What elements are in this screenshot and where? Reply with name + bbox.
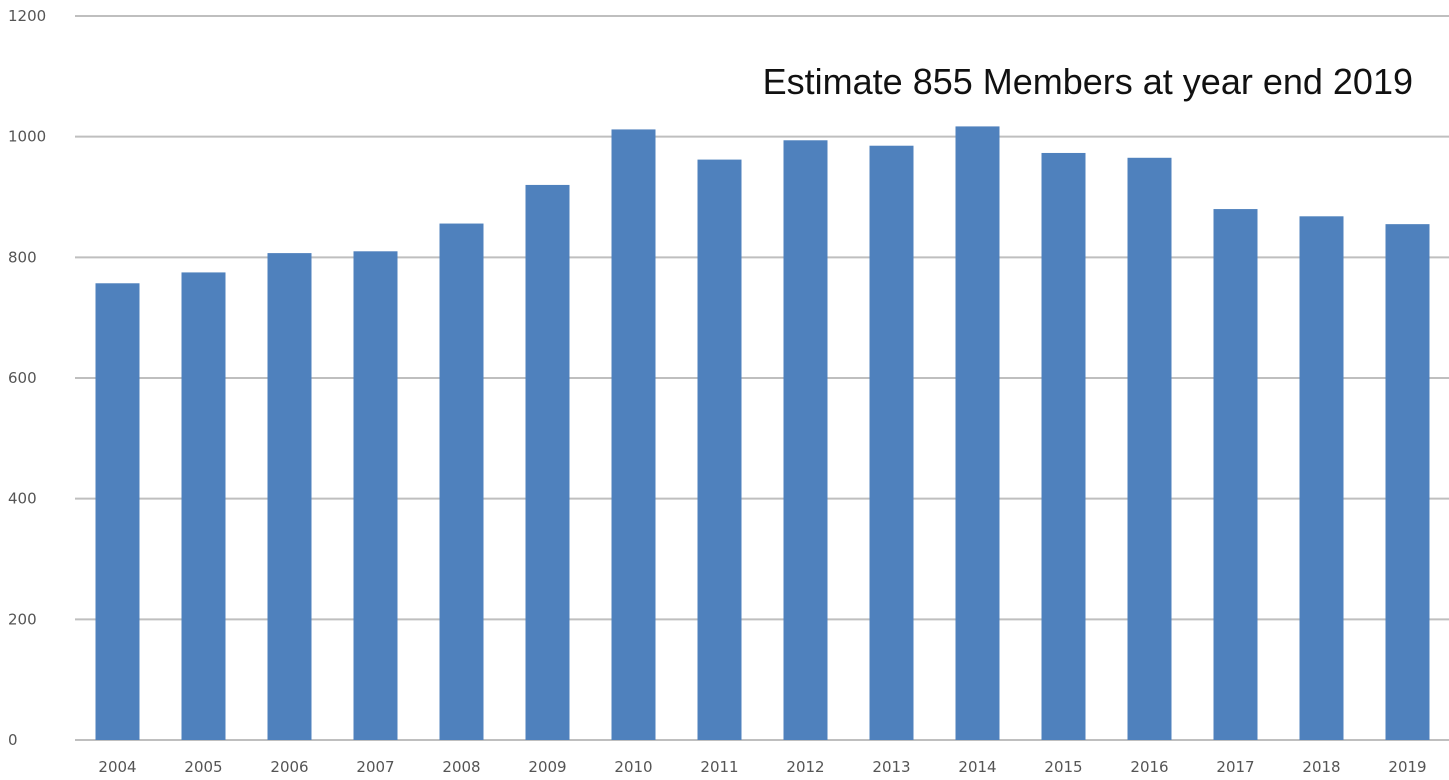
bars bbox=[95, 126, 1430, 741]
x-tick-label: 2012 bbox=[786, 758, 824, 776]
x-tick-label: 2019 bbox=[1388, 758, 1426, 776]
bar-2006 bbox=[267, 253, 312, 741]
x-tick-label: 2018 bbox=[1302, 758, 1340, 776]
x-tick-label: 2010 bbox=[614, 758, 652, 776]
x-tick-label: 2017 bbox=[1216, 758, 1254, 776]
x-tick-label: 2007 bbox=[356, 758, 394, 776]
x-tick-label: 2015 bbox=[1044, 758, 1082, 776]
y-tick-label: 400 bbox=[8, 490, 37, 508]
bar-2013 bbox=[869, 145, 914, 740]
bar-2007 bbox=[353, 251, 398, 741]
bar-2005 bbox=[181, 272, 226, 740]
x-tick-label: 2006 bbox=[270, 758, 308, 776]
y-tick-label: 0 bbox=[8, 731, 18, 749]
y-tick-label: 1000 bbox=[8, 128, 46, 146]
bar-2011 bbox=[697, 159, 742, 741]
bar-2019 bbox=[1385, 224, 1430, 740]
y-tick-label: 600 bbox=[8, 369, 37, 387]
y-tick-label: 800 bbox=[8, 248, 37, 266]
bar-2017 bbox=[1213, 209, 1258, 741]
chart-annotation: Estimate 855 Members at year end 2019 bbox=[763, 61, 1413, 102]
bar-2008 bbox=[439, 223, 484, 741]
x-tick-label: 2013 bbox=[872, 758, 910, 776]
x-tick-label: 2005 bbox=[184, 758, 222, 776]
y-tick-label: 200 bbox=[8, 610, 37, 628]
x-tick-label: 2004 bbox=[98, 758, 136, 776]
x-tick-label: 2008 bbox=[442, 758, 480, 776]
bar-2015 bbox=[1041, 152, 1086, 740]
bar-2018 bbox=[1299, 216, 1344, 741]
x-tick-label: 2011 bbox=[700, 758, 738, 776]
bar-2004 bbox=[95, 283, 140, 740]
bar-2010 bbox=[611, 129, 656, 741]
bar-2016 bbox=[1127, 157, 1172, 741]
bar-2009 bbox=[525, 184, 570, 740]
bar-2012 bbox=[783, 140, 828, 740]
y-tick-label: 1200 bbox=[8, 7, 46, 25]
x-tick-label: 2016 bbox=[1130, 758, 1168, 776]
x-tick-label: 2009 bbox=[528, 758, 566, 776]
bar-2014 bbox=[955, 126, 1000, 740]
x-tick-label: 2014 bbox=[958, 758, 996, 776]
y-axis-tick-labels: 0 200 400 600 800 1000 1200 bbox=[8, 7, 46, 749]
x-axis-tick-labels: 2004 2005 2006 2007 2008 2009 2010 2011 2012 2013… bbox=[98, 758, 1426, 776]
